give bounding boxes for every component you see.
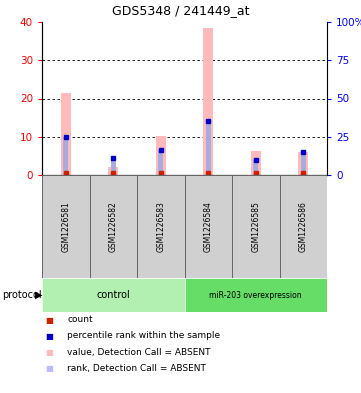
Text: GSM1226584: GSM1226584 — [204, 201, 213, 252]
Text: ▶: ▶ — [35, 290, 42, 300]
Text: miR-203 overexpression: miR-203 overexpression — [209, 290, 302, 299]
Text: ■: ■ — [45, 332, 53, 340]
Text: ■: ■ — [45, 364, 53, 373]
Bar — [232, 175, 279, 278]
Text: control: control — [96, 290, 130, 300]
Bar — [158, 150, 163, 175]
Text: rank, Detection Call = ABSENT: rank, Detection Call = ABSENT — [67, 364, 206, 373]
Bar — [301, 152, 306, 175]
Bar — [61, 93, 71, 175]
Text: protocol: protocol — [2, 290, 42, 300]
Bar — [253, 160, 258, 175]
Bar — [279, 175, 327, 278]
Bar — [64, 137, 68, 175]
Bar — [111, 158, 116, 175]
Text: GDS5348 / 241449_at: GDS5348 / 241449_at — [112, 4, 249, 17]
Text: percentile rank within the sample: percentile rank within the sample — [67, 332, 221, 340]
Bar — [251, 151, 261, 175]
Bar — [108, 167, 118, 175]
Text: GSM1226582: GSM1226582 — [109, 201, 118, 252]
Text: GSM1226583: GSM1226583 — [156, 201, 165, 252]
Text: value, Detection Call = ABSENT: value, Detection Call = ABSENT — [67, 347, 211, 356]
Bar — [184, 278, 327, 312]
Bar — [156, 136, 166, 175]
Text: GSM1226586: GSM1226586 — [299, 201, 308, 252]
Bar — [184, 175, 232, 278]
Bar — [203, 28, 213, 175]
Text: ■: ■ — [45, 347, 53, 356]
Bar — [137, 175, 184, 278]
Text: GSM1226581: GSM1226581 — [61, 201, 70, 252]
Bar — [42, 175, 90, 278]
Bar — [298, 152, 309, 175]
Bar — [206, 121, 210, 175]
Bar — [42, 278, 184, 312]
Text: GSM1226585: GSM1226585 — [251, 201, 260, 252]
Text: ■: ■ — [45, 316, 53, 325]
Bar — [90, 175, 137, 278]
Text: count: count — [67, 316, 93, 325]
